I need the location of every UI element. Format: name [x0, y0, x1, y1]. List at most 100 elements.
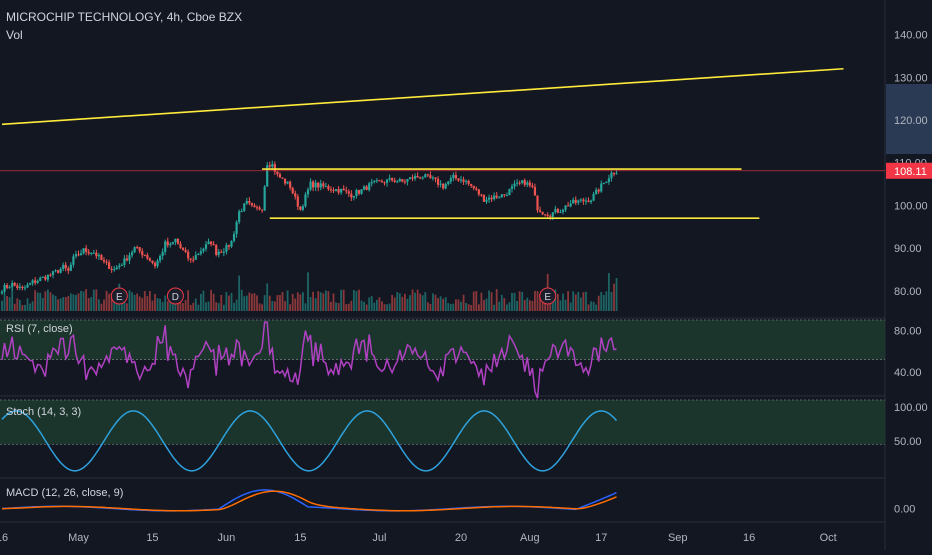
volume-bar [225, 292, 228, 311]
volume-bar [98, 299, 100, 311]
candle-body [564, 205, 567, 210]
volume-bar [87, 297, 90, 311]
candle-body [475, 188, 478, 190]
stoch-line [1, 410, 618, 472]
candle-body [352, 195, 355, 198]
volume-bar [324, 290, 327, 311]
candle-body [401, 179, 404, 182]
candle-body [485, 199, 488, 202]
volume-bar [39, 292, 42, 311]
candle-body [498, 197, 501, 199]
volume-bar [493, 304, 496, 311]
candle-body [444, 184, 447, 189]
event-label: E [116, 292, 123, 303]
candle-body [602, 182, 605, 184]
volume-bar [401, 296, 404, 311]
volume-bar [564, 299, 567, 311]
volume-bar [569, 302, 572, 311]
volume-bar [332, 293, 335, 311]
volume-bar [217, 303, 220, 311]
candle-body [176, 238, 180, 244]
candle-body [115, 267, 118, 270]
candle-body [561, 209, 565, 212]
volume-bar [516, 301, 518, 311]
volume-bar [126, 303, 128, 311]
volume-bar [595, 304, 598, 311]
candle-body [289, 181, 292, 188]
event-marker-1: D [166, 287, 184, 305]
volume-bar [467, 304, 470, 311]
volume-bar [67, 295, 70, 311]
candle-body [521, 180, 524, 183]
candle-body [271, 164, 274, 167]
candle-body [505, 195, 508, 197]
volume-bar [472, 291, 475, 311]
candle-body [569, 203, 572, 207]
volume-bar [421, 295, 424, 311]
time-tick-1: May [68, 532, 89, 544]
candle-body [123, 258, 126, 265]
candle-body [171, 241, 174, 244]
volume-bar [80, 290, 82, 311]
volume-bar [286, 290, 289, 311]
candle-body [169, 243, 172, 246]
candle-body [95, 252, 98, 257]
candle-body [482, 194, 486, 202]
volume-bar [439, 296, 442, 311]
candle-body [141, 251, 144, 255]
candle-body [556, 209, 559, 213]
volume-bar [483, 299, 485, 311]
candle-body [414, 175, 417, 179]
volume-bar [299, 294, 302, 311]
event-label: D [172, 292, 179, 303]
candle-body [64, 264, 67, 269]
volume-bar [503, 298, 506, 311]
volume-bar [29, 303, 31, 311]
candle-body [199, 251, 202, 254]
rsi-line [1, 321, 617, 399]
time-tick-0: 16 [0, 532, 8, 544]
candle-body [312, 181, 315, 188]
candle-body [447, 181, 450, 185]
event-label: E [544, 292, 551, 303]
candle-body [334, 189, 338, 191]
candle-body [13, 283, 16, 286]
volume-bar [562, 293, 564, 311]
volume-bar [432, 293, 434, 311]
volume-bar [414, 292, 416, 311]
volume-bar [360, 300, 363, 311]
candle-body [125, 258, 129, 261]
candle-body [406, 179, 409, 182]
volume-bar [582, 292, 585, 311]
volume-bar [149, 291, 151, 311]
candle-body [8, 287, 11, 289]
volume-bar [526, 297, 529, 311]
candle-body [39, 277, 42, 281]
candle-body [100, 255, 103, 261]
candle-body [605, 182, 608, 184]
volume-bar [1, 300, 3, 311]
volume-bar [243, 296, 246, 311]
candle-body [434, 177, 437, 179]
candle-body [541, 211, 544, 215]
volume-bar [189, 304, 192, 311]
candle-body [189, 258, 192, 260]
candle-body [554, 209, 557, 213]
candle-body [62, 264, 65, 269]
volume-bar [523, 299, 526, 311]
candle-body [546, 214, 549, 216]
volume-bar [602, 294, 605, 311]
candle-body [531, 185, 534, 187]
volume-bar [388, 303, 391, 311]
volume-bar [143, 291, 146, 311]
candle-body [296, 196, 299, 207]
candle-body [113, 269, 116, 271]
macd-tick-0: 0.00 [894, 504, 915, 516]
candle-body [592, 193, 595, 201]
candle-body [457, 178, 460, 181]
candle-body [337, 189, 340, 193]
candle-body [393, 180, 396, 182]
candle-body [77, 254, 80, 256]
candle-body [487, 197, 491, 200]
